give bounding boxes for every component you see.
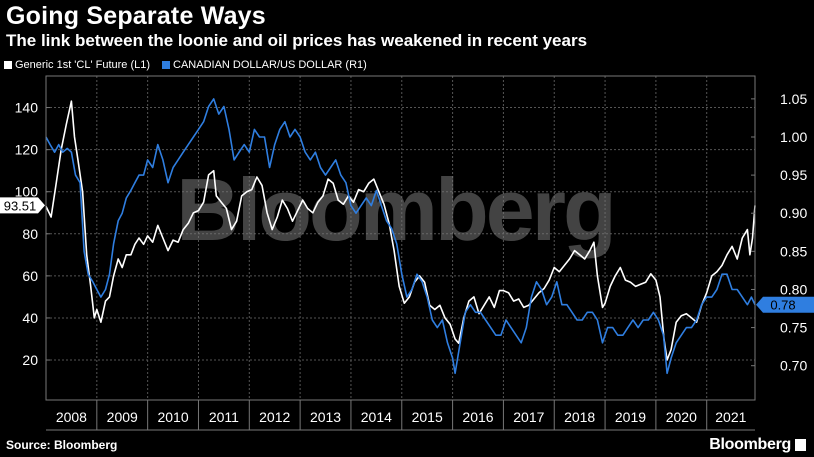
legend-swatch-cad — [162, 61, 171, 69]
x-tick-label: 2014 — [361, 409, 392, 425]
bloomberg-terminal-icon — [795, 439, 806, 451]
chart-subtitle: The link between the loonie and oil pric… — [6, 31, 588, 50]
watermark: Bloomberg — [176, 160, 613, 259]
left-tick-label: 20 — [22, 352, 38, 368]
x-tick-label: 2012 — [259, 409, 290, 425]
legend-item-oil: Generic 1st 'CL' Future (L1) — [4, 59, 150, 71]
left-tick-label: 100 — [15, 184, 39, 200]
x-tick-label: 2019 — [615, 409, 646, 425]
x-tick-label: 2016 — [462, 409, 493, 425]
left-tick-label: 120 — [15, 142, 39, 158]
source-note: Source: Bloomberg — [6, 438, 118, 452]
left-tick-label: 80 — [22, 226, 38, 242]
series-line-cad — [45, 98, 756, 375]
right-tick-label: 0.95 — [780, 167, 807, 183]
legend-item-cad: CANADIAN DOLLAR/US DOLLAR (R1) — [162, 59, 367, 71]
grid — [46, 76, 755, 400]
right-tick-label: 0.70 — [780, 358, 807, 374]
x-tick-label: 2010 — [157, 409, 188, 425]
last-value-tags: 93.51 0.78 — [0, 197, 814, 313]
plot-frame — [45, 75, 756, 401]
x-tick-label: 2021 — [715, 409, 746, 425]
right-tick-label: 0.75 — [780, 320, 807, 336]
right-tick-label: 0.80 — [780, 281, 807, 297]
x-tick-label: 2017 — [513, 409, 544, 425]
last-value-tag-oil: 93.51 — [4, 198, 37, 213]
right-axis-ticks: 0.70 0.75 0.80 0.85 0.90 0.95 1.00 1.05 — [751, 91, 807, 374]
x-tick-label: 2008 — [56, 409, 87, 425]
bloomberg-logo-text: Bloomberg — [709, 436, 791, 453]
right-tick-label: 0.90 — [780, 205, 807, 221]
chart-title: Going Separate Ways — [6, 2, 266, 30]
x-axis-ticks: 2008 2009 2010 2011 2012 2013 2014 2015 2016 2017… — [56, 400, 747, 430]
legend-label-cad: CANADIAN DOLLAR/US DOLLAR (R1) — [173, 59, 367, 71]
last-value-tag-oil-bg — [0, 197, 45, 214]
legend: Generic 1st 'CL' Future (L1) CANADIAN DO… — [4, 59, 367, 71]
right-tick-label: 1.00 — [780, 129, 807, 145]
legend-swatch-oil — [4, 61, 12, 69]
x-tick-label: 2018 — [564, 409, 595, 425]
left-tick-label: 140 — [15, 100, 39, 116]
last-value-tag-cad-bg — [756, 296, 814, 313]
x-tick-label: 2013 — [310, 409, 341, 425]
x-tick-label: 2009 — [107, 409, 138, 425]
right-tick-label: 1.05 — [780, 91, 807, 107]
x-tick-label: 2020 — [666, 409, 697, 425]
left-tick-label: 60 — [22, 268, 38, 284]
series-layer — [45, 98, 756, 375]
series-line-oil — [45, 100, 756, 361]
left-axis-ticks: 20 40 60 80 100 120 140 — [15, 100, 50, 368]
x-tick-label: 2015 — [412, 409, 443, 425]
left-tick-label: 40 — [22, 310, 38, 326]
bloomberg-logo: Bloomberg — [709, 436, 806, 454]
x-tick-label: 2011 — [209, 409, 239, 425]
right-tick-label: 0.85 — [780, 243, 807, 259]
last-value-tag-cad: 0.78 — [770, 298, 795, 313]
legend-label-oil: Generic 1st 'CL' Future (L1) — [15, 59, 151, 71]
